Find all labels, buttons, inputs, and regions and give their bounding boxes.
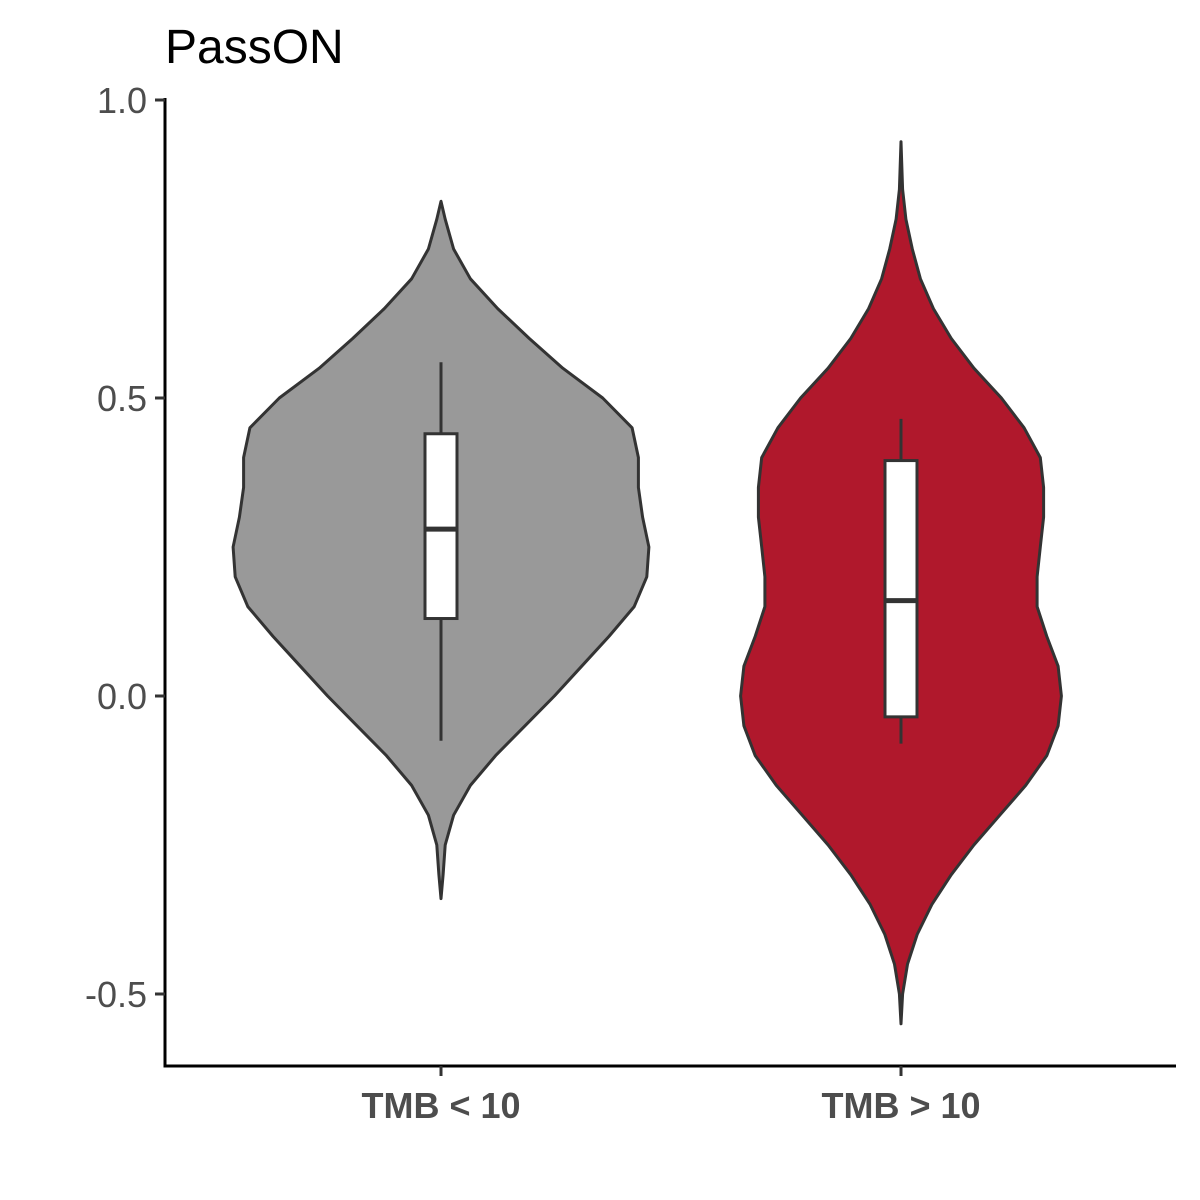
chart-title: PassON	[165, 21, 344, 74]
x-tick-label: TMB < 10	[361, 1085, 520, 1126]
y-tick-label: 0.5	[97, 378, 147, 419]
y-tick-label: 1.0	[97, 80, 147, 121]
y-tick-label: 0.0	[97, 676, 147, 717]
x-tick-label: TMB > 10	[821, 1085, 980, 1126]
violins-layer	[231, 140, 1063, 1026]
box-group-1	[423, 432, 459, 621]
y-tick-label: -0.5	[85, 974, 147, 1015]
box-group-2	[883, 459, 919, 719]
axes-layer: -0.5 0.0 0.5 1.0 TMB < 10 TMB > 10	[85, 80, 1176, 1126]
